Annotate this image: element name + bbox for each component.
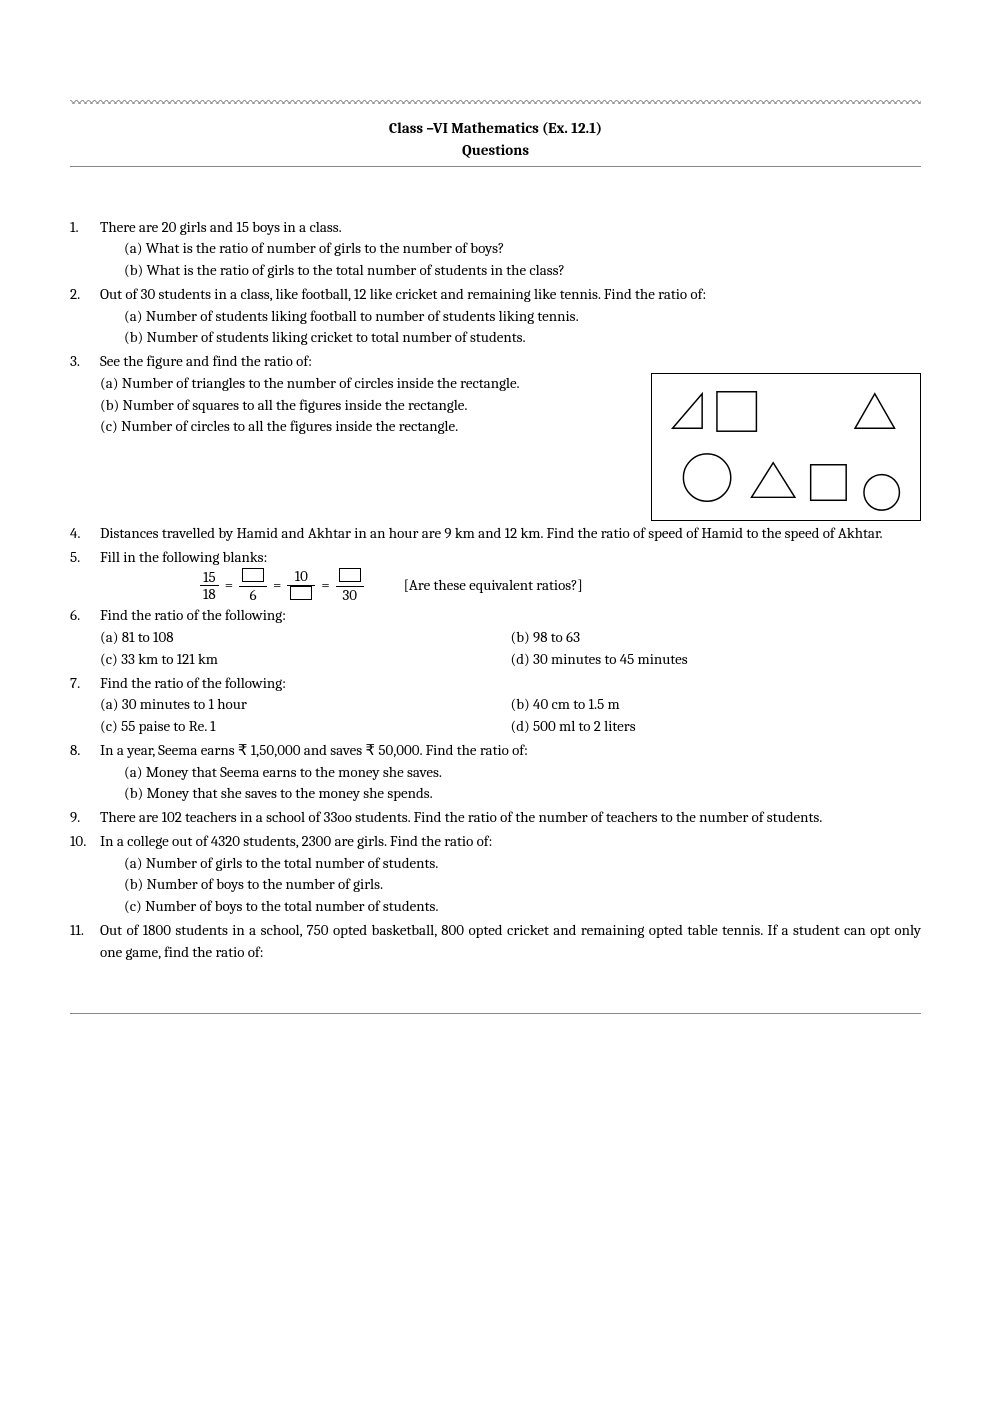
question-11: Out of 1800 students in a school, 750 op…	[70, 920, 921, 964]
question-sub: (c) Number of boys to the total number o…	[100, 896, 921, 918]
question-6: Find the ratio of the following: (a) 81 …	[70, 605, 921, 670]
question-text: Distances travelled by Hamid and Akhtar …	[100, 524, 883, 542]
footer-divider	[70, 1013, 921, 1014]
question-list: There are 20 girls and 15 boys in a clas…	[70, 217, 921, 964]
question-sub: (a) Money that Seema earns to the money …	[100, 762, 921, 784]
question-3: See the figure and find the ratio of: (a…	[70, 351, 921, 521]
question-7: Find the ratio of the following: (a) 30 …	[70, 673, 921, 738]
question-4: Distances travelled by Hamid and Akhtar …	[70, 523, 921, 545]
question-sub: (a) 30 minutes to 1 hour	[100, 694, 511, 716]
question-sub: (a) What is the ratio of number of girls…	[100, 238, 921, 260]
question-text: Out of 1800 students in a school, 750 op…	[100, 921, 921, 961]
question-sub: (a) Number of students liking football t…	[100, 306, 921, 328]
question-sub: (b) Number of boys to the number of girl…	[100, 874, 921, 896]
question-sub: (c) 55 paise to Re. 1	[100, 716, 511, 738]
question-sub: (c) 33 km to 121 km	[100, 649, 511, 671]
shapes-figure	[651, 373, 921, 521]
question-text: Find the ratio of the following:	[100, 674, 286, 692]
decorative-top-border	[70, 100, 921, 104]
header-divider	[70, 166, 921, 167]
question-5: Fill in the following blanks: 1518=6=10=…	[70, 547, 921, 604]
question-sub: (a) 81 to 108	[100, 627, 511, 649]
question-text: There are 20 girls and 15 boys in a clas…	[100, 218, 342, 236]
rupee-icon: ₹	[238, 742, 248, 759]
question-text: There are 102 teachers in a school of 33…	[100, 808, 822, 826]
question-sub: (a) Number of triangles to the number of…	[100, 373, 637, 395]
question-text: Find the ratio of the following:	[100, 606, 286, 624]
question-9: There are 102 teachers in a school of 33…	[70, 807, 921, 829]
question-sub: (b) 40 cm to 1.5 m	[511, 694, 922, 716]
page-title-line1: Class –VI Mathematics (Ex. 12.1)	[70, 118, 921, 140]
question-sub: (d) 30 minutes to 45 minutes	[511, 649, 922, 671]
fraction-equation: 1518=6=10=30	[200, 568, 364, 603]
question-text: See the figure and find the ratio of:	[100, 352, 312, 370]
question-sub: (b) Number of squares to all the figures…	[100, 395, 637, 417]
question-1: There are 20 girls and 15 boys in a clas…	[70, 217, 921, 282]
question-sub: (c) Number of circles to all the figures…	[100, 416, 637, 438]
question-2: Out of 30 students in a class, like foot…	[70, 284, 921, 349]
question-text: In a college out of 4320 students, 2300 …	[100, 832, 492, 850]
question-sub: (d) 500 ml to 2 liters	[511, 716, 922, 738]
question-sub: (a) Number of girls to the total number …	[100, 853, 921, 875]
question-sub: (b) 98 to 63	[511, 627, 922, 649]
question-amount: 1,50,000 and saves	[247, 741, 365, 759]
rupee-icon: ₹	[365, 742, 375, 759]
question-text-pre: In a year, Seema earns	[100, 741, 238, 759]
question-amount: 50,000. Find the ratio of:	[375, 741, 528, 759]
question-sub: (b) Number of students liking cricket to…	[100, 327, 921, 349]
question-sub: (b) What is the ratio of girls to the to…	[100, 260, 921, 282]
page-title-line2: Questions	[70, 140, 921, 162]
question-8: In a year, Seema earns ₹ 1,50,000 and sa…	[70, 740, 921, 805]
question-sub: (b) Money that she saves to the money sh…	[100, 783, 921, 805]
question-10: In a college out of 4320 students, 2300 …	[70, 831, 921, 918]
equation-note: [Are these equivalent ratios?]	[404, 575, 583, 597]
question-text: Out of 30 students in a class, like foot…	[100, 285, 706, 303]
question-text: Fill in the following blanks:	[100, 548, 268, 566]
